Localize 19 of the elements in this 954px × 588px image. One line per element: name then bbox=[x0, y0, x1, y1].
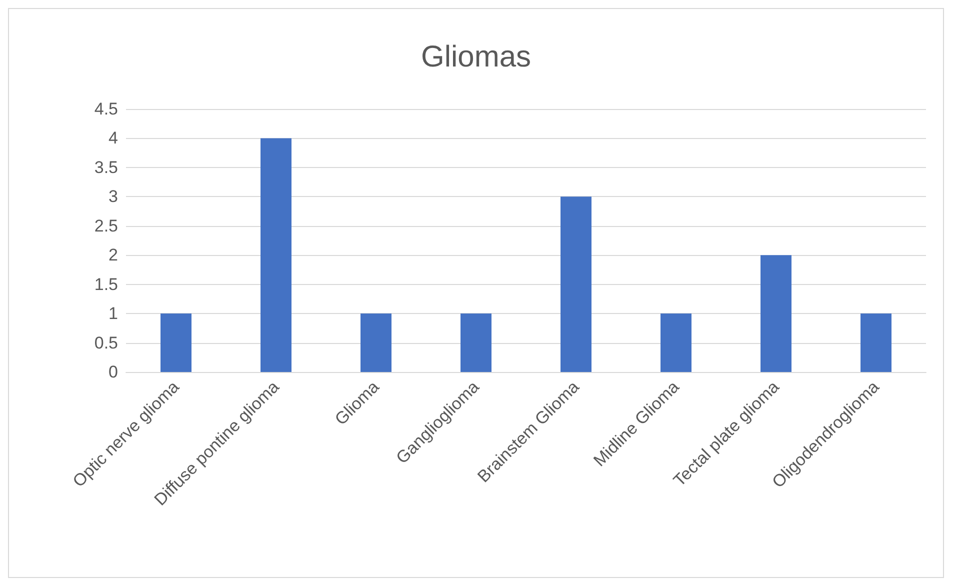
bar bbox=[760, 255, 792, 372]
bar bbox=[560, 196, 592, 372]
bar bbox=[460, 314, 492, 372]
y-tick-label: 1.5 bbox=[94, 274, 118, 294]
y-tick-label: 3 bbox=[108, 187, 118, 206]
y-tick-label: 2 bbox=[108, 246, 118, 265]
y-tick-label: 0.5 bbox=[94, 333, 118, 352]
chart-title: Gliomas bbox=[420, 40, 532, 74]
y-tick-label: 3.5 bbox=[94, 158, 118, 177]
y-tick-label: 1 bbox=[108, 304, 118, 324]
y-tick-label: 2.5 bbox=[94, 216, 118, 236]
bar bbox=[860, 314, 892, 372]
y-tick-label: 4.5 bbox=[94, 100, 118, 118]
y-tick-label: 4 bbox=[108, 128, 118, 148]
bar bbox=[360, 314, 392, 372]
bar bbox=[260, 138, 292, 372]
bar bbox=[660, 314, 692, 372]
y-tick-label: 0 bbox=[108, 362, 118, 382]
bar bbox=[160, 314, 192, 372]
